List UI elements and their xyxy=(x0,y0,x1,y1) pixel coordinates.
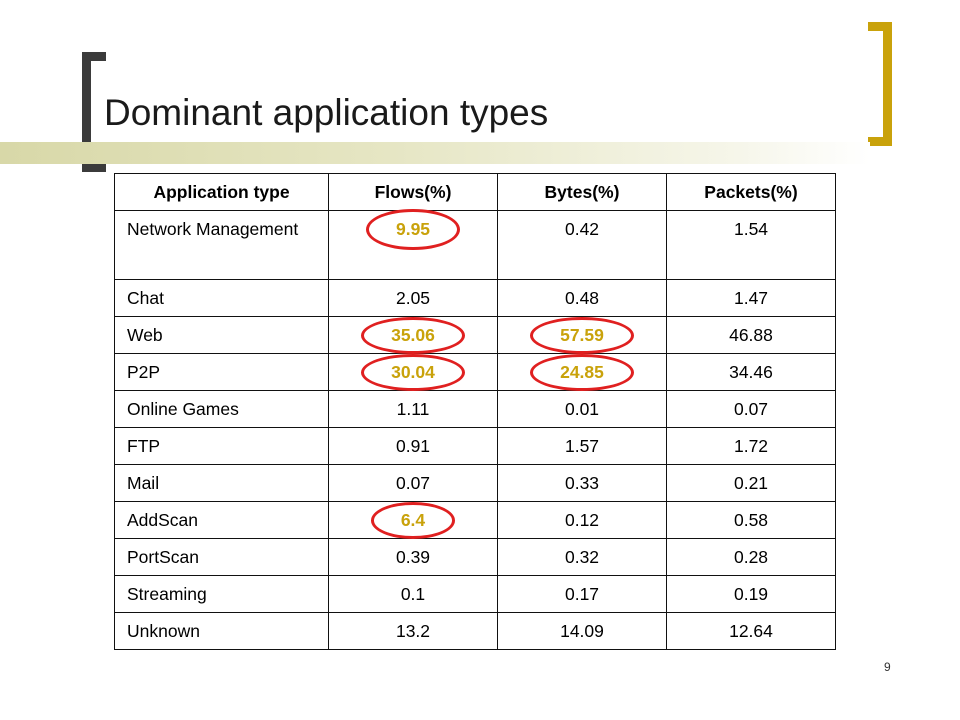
table-row: AddScan 6.4 0.12 0.58 xyxy=(114,501,836,539)
page-number: 9 xyxy=(884,660,891,674)
flows-cell: 0.1 xyxy=(328,575,498,613)
app-name-cell: Network Management xyxy=(114,210,329,280)
highlighted-value: 30.04 xyxy=(361,353,465,391)
packets-cell: 0.21 xyxy=(666,464,836,502)
left-bracket-decoration xyxy=(82,52,106,172)
app-name-cell: Unknown xyxy=(114,612,329,650)
table-row: Chat 2.05 0.48 1.47 xyxy=(114,279,836,317)
table-row: P2P 30.04 24.85 34.46 xyxy=(114,353,836,391)
bytes-cell: 0.33 xyxy=(497,464,667,502)
flows-cell: 9.95 xyxy=(328,208,498,280)
table-row: Online Games 1.11 0.01 0.07 xyxy=(114,390,836,428)
app-name-cell: Online Games xyxy=(114,390,329,428)
app-name-cell: Streaming xyxy=(114,575,329,613)
slide-title: Dominant application types xyxy=(104,92,549,133)
table-row: Network Management 9.95 0.42 1.54 xyxy=(114,208,836,280)
flows-cell: 13.2 xyxy=(328,612,498,650)
app-name-cell: Mail xyxy=(114,464,329,502)
packets-cell: 12.64 xyxy=(666,612,836,650)
flows-cell: 0.91 xyxy=(328,427,498,465)
app-name-cell: FTP xyxy=(114,427,329,465)
bytes-cell: 0.12 xyxy=(497,501,667,539)
table-header-row: Application type Flows(%) Bytes(%) Packe… xyxy=(114,173,836,211)
header-bytes: Bytes(%) xyxy=(497,173,667,211)
packets-cell: 0.58 xyxy=(666,501,836,539)
bytes-cell: 0.48 xyxy=(497,279,667,317)
packets-cell: 0.19 xyxy=(666,575,836,613)
packets-cell: 1.72 xyxy=(666,427,836,465)
right-bracket-decoration xyxy=(868,22,892,146)
packets-cell: 46.88 xyxy=(666,316,836,354)
table-row: PortScan 0.39 0.32 0.28 xyxy=(114,538,836,576)
bytes-cell: 0.17 xyxy=(497,575,667,613)
flows-cell: 35.06 xyxy=(328,316,498,354)
bytes-cell: 0.01 xyxy=(497,390,667,428)
bytes-cell: 0.32 xyxy=(497,538,667,576)
header-flows: Flows(%) xyxy=(328,173,498,211)
highlighted-value: 24.85 xyxy=(530,353,634,391)
bytes-cell: 1.57 xyxy=(497,427,667,465)
table-row: Web 35.06 57.59 46.88 xyxy=(114,316,836,354)
flows-cell: 6.4 xyxy=(328,501,498,539)
packets-cell: 1.47 xyxy=(666,279,836,317)
bytes-cell: 24.85 xyxy=(497,353,667,391)
header-application-type: Application type xyxy=(114,173,329,211)
flows-cell: 0.07 xyxy=(328,464,498,502)
table-row: FTP 0.91 1.57 1.72 xyxy=(114,427,836,465)
application-types-table: Application type Flows(%) Bytes(%) Packe… xyxy=(114,173,836,650)
app-name-cell: AddScan xyxy=(114,501,329,539)
packets-cell: 34.46 xyxy=(666,353,836,391)
app-name-cell: Chat xyxy=(114,279,329,317)
table-row: Unknown 13.2 14.09 12.64 xyxy=(114,612,836,650)
flows-cell: 1.11 xyxy=(328,390,498,428)
app-name-cell: P2P xyxy=(114,353,329,391)
highlighted-value: 57.59 xyxy=(530,316,634,354)
flows-cell: 30.04 xyxy=(328,353,498,391)
header-packets: Packets(%) xyxy=(666,173,836,211)
flows-cell: 2.05 xyxy=(328,279,498,317)
packets-cell: 0.28 xyxy=(666,538,836,576)
packets-cell: 1.54 xyxy=(666,210,836,280)
app-name-cell: PortScan xyxy=(114,538,329,576)
bytes-cell: 57.59 xyxy=(497,316,667,354)
table-row: Mail 0.07 0.33 0.21 xyxy=(114,464,836,502)
highlighted-value: 6.4 xyxy=(370,501,456,539)
highlighted-value: 9.95 xyxy=(365,208,461,251)
highlighted-value: 35.06 xyxy=(361,316,465,354)
table-row: Streaming 0.1 0.17 0.19 xyxy=(114,575,836,613)
packets-cell: 0.07 xyxy=(666,390,836,428)
title-underline-bar xyxy=(0,142,870,164)
bytes-cell: 14.09 xyxy=(497,612,667,650)
flows-cell: 0.39 xyxy=(328,538,498,576)
bytes-cell: 0.42 xyxy=(497,210,667,280)
app-name-cell: Web xyxy=(114,316,329,354)
